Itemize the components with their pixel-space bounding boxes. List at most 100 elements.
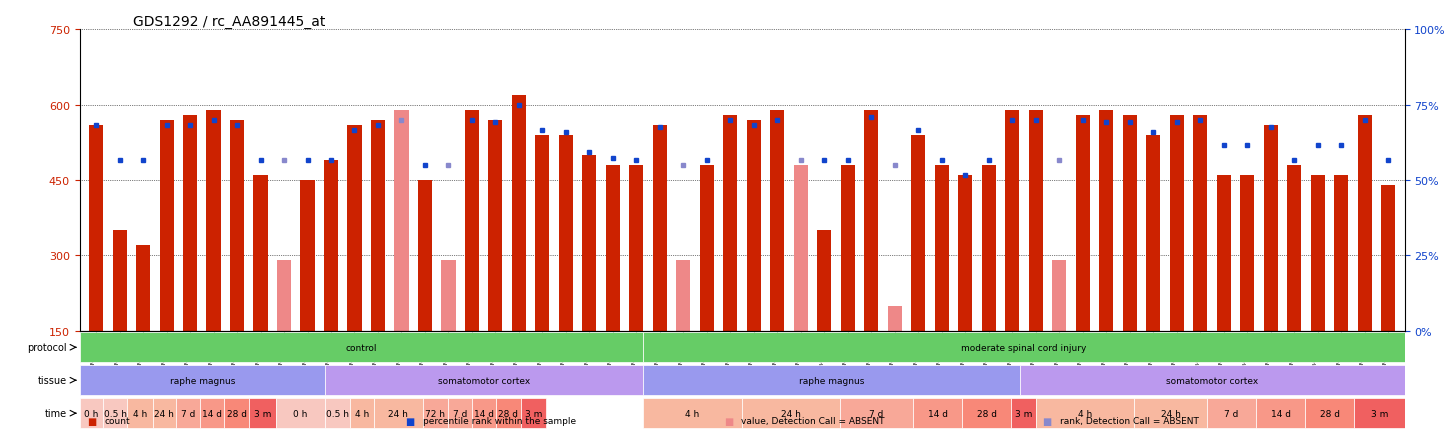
Text: 14 d: 14 d: [928, 409, 947, 418]
Bar: [1193, 115, 1208, 331]
Text: raphe magnus: raphe magnus: [799, 376, 864, 385]
Text: somatomotor cortex: somatomotor cortex: [1166, 376, 1258, 385]
FancyBboxPatch shape: [472, 398, 495, 428]
Bar: [888, 306, 902, 331]
Text: 28 d: 28 d: [227, 409, 246, 418]
Text: count: count: [104, 417, 130, 425]
Text: 28 d: 28 d: [976, 409, 996, 418]
Text: 7 d: 7 d: [453, 409, 468, 418]
Bar: [559, 135, 573, 331]
FancyBboxPatch shape: [1305, 398, 1354, 428]
Bar: [630, 166, 643, 331]
FancyBboxPatch shape: [127, 398, 152, 428]
Text: 3 m: 3 m: [1371, 409, 1389, 418]
Bar: [959, 176, 972, 331]
Bar: [465, 111, 479, 331]
Bar: [1005, 111, 1019, 331]
Text: control: control: [346, 343, 376, 352]
FancyBboxPatch shape: [961, 398, 1011, 428]
Bar: [1053, 261, 1066, 331]
FancyBboxPatch shape: [200, 398, 224, 428]
FancyBboxPatch shape: [741, 398, 840, 428]
Bar: [864, 111, 879, 331]
FancyBboxPatch shape: [423, 398, 447, 428]
Bar: [605, 166, 620, 331]
Bar: [747, 121, 760, 331]
Bar: [277, 261, 291, 331]
FancyBboxPatch shape: [249, 398, 275, 428]
Bar: [207, 111, 220, 331]
Text: 24 h: 24 h: [780, 409, 801, 418]
Text: 4 h: 4 h: [355, 409, 369, 418]
FancyBboxPatch shape: [80, 398, 103, 428]
FancyBboxPatch shape: [224, 398, 249, 428]
Text: 24 h: 24 h: [388, 409, 408, 418]
Bar: [88, 125, 103, 331]
Bar: [1264, 125, 1277, 331]
Bar: [159, 121, 174, 331]
Text: 0.5 h: 0.5 h: [326, 409, 349, 418]
Text: 28 d: 28 d: [498, 409, 518, 418]
Bar: [817, 231, 831, 331]
Bar: [911, 135, 925, 331]
FancyBboxPatch shape: [324, 398, 350, 428]
Text: somatomotor cortex: somatomotor cortex: [437, 376, 530, 385]
Text: protocol: protocol: [26, 342, 67, 352]
FancyBboxPatch shape: [914, 398, 961, 428]
Text: 3 m: 3 m: [253, 409, 271, 418]
FancyBboxPatch shape: [643, 332, 1405, 362]
Bar: [1358, 115, 1371, 331]
Text: 28 d: 28 d: [1319, 409, 1339, 418]
FancyBboxPatch shape: [350, 398, 374, 428]
Bar: [324, 161, 337, 331]
Bar: [371, 121, 385, 331]
FancyBboxPatch shape: [495, 398, 521, 428]
Bar: [1381, 186, 1396, 331]
FancyBboxPatch shape: [447, 398, 472, 428]
Bar: [699, 166, 714, 331]
FancyBboxPatch shape: [152, 398, 177, 428]
Text: value, Detection Call = ABSENT: value, Detection Call = ABSENT: [741, 417, 885, 425]
Text: ■: ■: [1043, 416, 1051, 426]
Text: 7 d: 7 d: [181, 409, 195, 418]
Bar: [1147, 135, 1160, 331]
Text: 3 m: 3 m: [1015, 409, 1032, 418]
Text: time: time: [45, 408, 67, 418]
Text: 7 d: 7 d: [1225, 409, 1239, 418]
Bar: [300, 181, 314, 331]
Text: 0 h: 0 h: [84, 409, 98, 418]
Text: 24 h: 24 h: [1161, 409, 1180, 418]
Bar: [724, 115, 737, 331]
FancyBboxPatch shape: [1021, 365, 1405, 395]
Text: 72 h: 72 h: [426, 409, 446, 418]
Text: ■: ■: [724, 416, 733, 426]
FancyBboxPatch shape: [80, 332, 643, 362]
Bar: [1170, 115, 1184, 331]
Bar: [982, 166, 996, 331]
Bar: [841, 166, 854, 331]
FancyBboxPatch shape: [1037, 398, 1134, 428]
Bar: [488, 121, 502, 331]
Bar: [442, 261, 456, 331]
Bar: [1028, 111, 1043, 331]
Text: tissue: tissue: [38, 375, 67, 385]
Bar: [182, 115, 197, 331]
Bar: [653, 125, 668, 331]
Bar: [1334, 176, 1348, 331]
Text: 0.5 h: 0.5 h: [104, 409, 127, 418]
FancyBboxPatch shape: [521, 398, 546, 428]
Bar: [676, 261, 691, 331]
Bar: [536, 135, 549, 331]
FancyBboxPatch shape: [840, 398, 914, 428]
Bar: [394, 111, 408, 331]
FancyBboxPatch shape: [103, 398, 127, 428]
Text: 4 h: 4 h: [1079, 409, 1092, 418]
Bar: [1287, 166, 1302, 331]
Bar: [253, 176, 268, 331]
Bar: [1122, 115, 1137, 331]
FancyBboxPatch shape: [1257, 398, 1305, 428]
Bar: [136, 246, 151, 331]
Bar: [1216, 176, 1231, 331]
Text: ■: ■: [405, 416, 414, 426]
Bar: [230, 121, 245, 331]
